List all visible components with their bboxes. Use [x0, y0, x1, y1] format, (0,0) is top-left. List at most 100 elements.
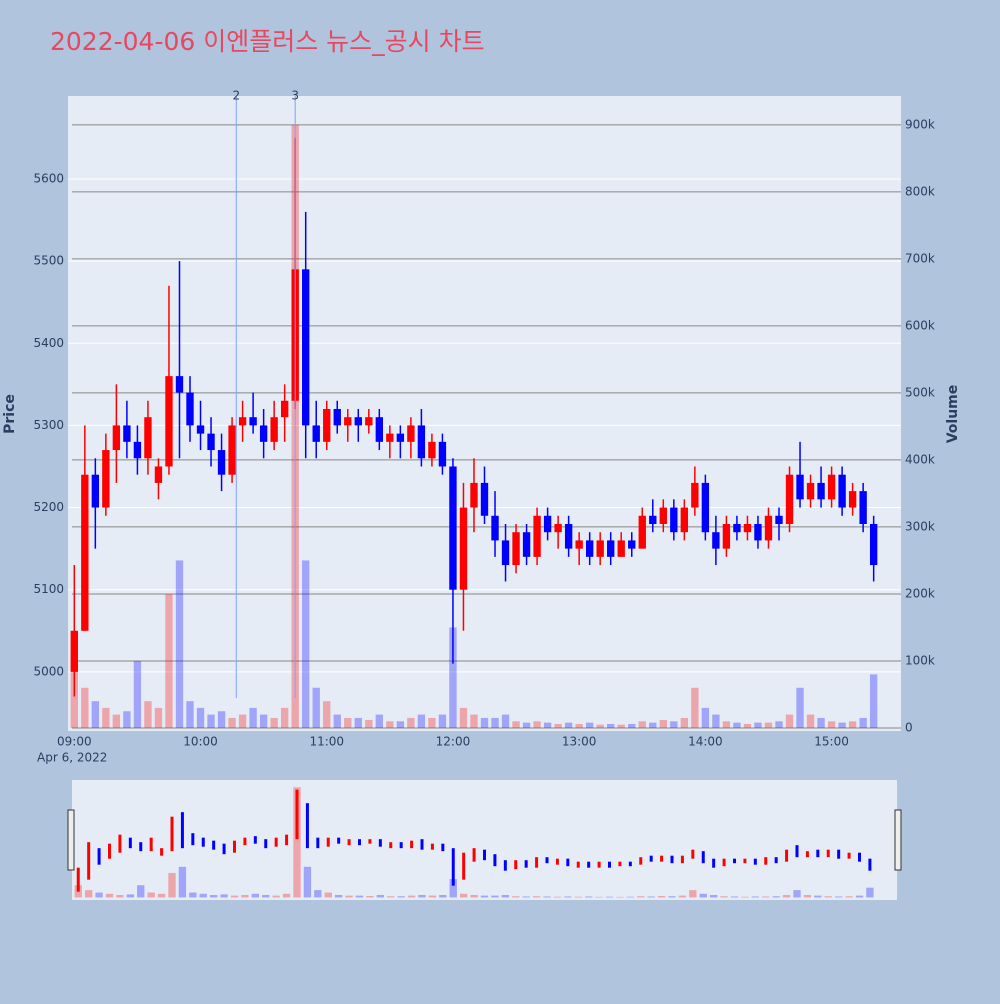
slider-volume-bar [657, 895, 666, 898]
volume-bar [775, 721, 783, 728]
slider-volume-bar [387, 896, 395, 898]
volume-bar [712, 714, 720, 728]
volume-bar [754, 722, 762, 728]
candle-body [375, 417, 384, 442]
candle-body [312, 425, 320, 442]
slider-volume-bar [720, 896, 728, 898]
volume-bar [238, 714, 247, 728]
volume-bar [428, 717, 436, 728]
volume-bar [270, 717, 278, 728]
slider-volume-bar [730, 896, 739, 898]
candle-body [386, 433, 394, 442]
slider-volume-bar [220, 894, 228, 898]
candle-body [302, 269, 310, 426]
slider-volume-bar [407, 895, 416, 898]
slider-volume-bar [397, 896, 405, 898]
candle-body [859, 491, 867, 524]
candle-body [775, 515, 783, 524]
volume-bar [628, 723, 636, 728]
slider-volume-bar [626, 896, 635, 898]
volume-bar [459, 707, 468, 728]
x-date-label: Apr 6, 2022 [37, 751, 107, 765]
volume-bar [386, 721, 394, 728]
volume-bar [249, 707, 257, 728]
candle-body [796, 474, 804, 500]
y-tick-label: 5600 [33, 171, 64, 185]
candle-body [81, 474, 89, 631]
y2-tick-label: 200k [905, 586, 935, 600]
slider-volume-bar [689, 890, 697, 898]
volume-bar [691, 687, 699, 728]
slider-volume-bar [782, 895, 791, 898]
slider-volume-bar [595, 896, 603, 898]
candle-body [564, 523, 573, 549]
volume-bar [638, 721, 646, 728]
volume-bar [333, 714, 341, 728]
candle-body [806, 482, 815, 500]
candle-body [764, 515, 773, 541]
candle-body [754, 523, 762, 541]
volume-bar [102, 707, 110, 728]
candle-body [554, 523, 562, 533]
volume-bar [81, 687, 89, 728]
volume-bar [491, 717, 499, 728]
volume-bar [575, 723, 583, 728]
y2-tick-label: 300k [905, 519, 935, 533]
slider-volume-bar [616, 896, 624, 898]
candle-body [123, 425, 131, 442]
volume-bar [607, 723, 615, 728]
slider-volume-bar [709, 895, 718, 898]
slider-volume-bar [637, 896, 645, 898]
range-handle[interactable] [67, 809, 75, 871]
y-axis-title: Price [2, 394, 18, 434]
volume-bar [207, 714, 215, 728]
plot-area [68, 96, 901, 731]
candle-body [238, 417, 247, 426]
range-handle[interactable] [894, 809, 902, 871]
candle-body [323, 408, 331, 442]
candle-body [701, 482, 710, 533]
y2-tick-label: 100k [905, 653, 935, 667]
slider-volume-bar [834, 896, 843, 898]
slider-volume-bar [824, 896, 832, 898]
volume-bar [859, 717, 867, 728]
y2-tick-label: 600k [905, 318, 935, 332]
y-tick-label: 5400 [33, 336, 64, 350]
slider-volume-bar [168, 872, 176, 898]
volume-bar [312, 687, 320, 728]
slider-volume-bar [230, 895, 239, 898]
volume-bar [680, 717, 689, 728]
candle-body [217, 450, 226, 475]
slider-volume-bar [272, 895, 280, 898]
slider-volume-bar [678, 895, 687, 898]
volume-bar [302, 560, 310, 728]
candle-body [575, 540, 583, 549]
slider-volume-bar [491, 895, 499, 898]
candle-body [196, 425, 205, 434]
volume-bar [175, 560, 184, 728]
x-tick-label: 09:00 [57, 735, 92, 749]
slider-volume-bar [553, 896, 562, 898]
volume-bar [817, 717, 825, 728]
candle-body [186, 392, 194, 426]
y2-tick-label: 0 [905, 720, 913, 734]
slider-volume-bar [564, 896, 572, 898]
slider-volume-bar [741, 896, 749, 898]
candle-body [417, 425, 426, 459]
slider-volume-bar [803, 895, 812, 898]
slider-volume-bar [866, 887, 874, 898]
candle-body [543, 515, 552, 533]
y2-axis-title: Volume [945, 385, 961, 444]
slider-volume-bar [147, 892, 155, 898]
volume-bar [869, 674, 878, 728]
y2-tick-label: 700k [905, 251, 935, 265]
y2-tick-label: 800k [905, 184, 935, 198]
slider-volume-bar [126, 894, 135, 898]
candle-body [70, 630, 78, 672]
slider-volume-bar [366, 895, 374, 898]
slider-volume-bar [855, 895, 864, 898]
volume-bar [806, 714, 815, 728]
volume-bar [617, 724, 625, 728]
candle-body [607, 540, 615, 557]
